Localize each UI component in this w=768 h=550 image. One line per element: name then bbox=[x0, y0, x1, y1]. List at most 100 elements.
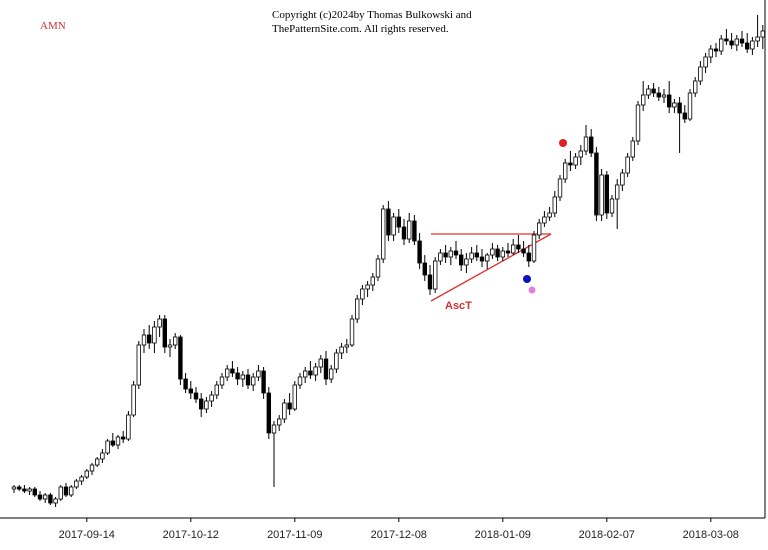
candle-body bbox=[630, 140, 635, 158]
candle-body bbox=[11, 486, 17, 490]
candle-body bbox=[568, 162, 573, 166]
x-tick-label: 2017-09-14 bbox=[59, 529, 115, 541]
candle-body bbox=[417, 240, 422, 264]
candle-body bbox=[432, 260, 438, 290]
candle-body bbox=[474, 252, 479, 258]
candle-body bbox=[604, 174, 609, 214]
candle-body bbox=[183, 378, 188, 390]
candle-body bbox=[302, 370, 308, 378]
candle-body bbox=[531, 234, 537, 262]
candle-body bbox=[100, 452, 105, 460]
copyright: ThePatternSite.com. All rights reserved. bbox=[272, 23, 449, 35]
candle-body bbox=[152, 326, 157, 344]
candle-body bbox=[157, 318, 162, 328]
candle-body bbox=[126, 414, 131, 440]
candle-body bbox=[422, 262, 427, 276]
candle-body bbox=[641, 94, 646, 106]
candle-body bbox=[708, 48, 713, 58]
candle-body bbox=[458, 254, 464, 266]
candle-body bbox=[406, 220, 412, 240]
candle-body bbox=[172, 336, 178, 346]
candle-body bbox=[443, 252, 448, 258]
candle-body bbox=[500, 250, 505, 258]
candle-body bbox=[37, 494, 43, 500]
chart-title: AMN bbox=[40, 20, 66, 32]
candle-body bbox=[328, 368, 334, 380]
candle-body bbox=[453, 250, 459, 256]
candle-body bbox=[224, 368, 230, 378]
candle-body bbox=[682, 112, 687, 120]
candle-body bbox=[667, 94, 672, 108]
candle-body bbox=[651, 88, 656, 94]
candle-body bbox=[74, 480, 79, 488]
candle-body bbox=[599, 174, 604, 216]
candle-body bbox=[89, 464, 95, 472]
candle-body bbox=[490, 248, 495, 256]
candle-body bbox=[412, 220, 417, 242]
candle-body bbox=[573, 156, 578, 166]
candle-body bbox=[391, 216, 396, 236]
marker-dot bbox=[559, 139, 567, 147]
candle-body bbox=[287, 402, 292, 410]
candle-body bbox=[547, 212, 552, 218]
candle-body bbox=[266, 392, 271, 434]
candle-body bbox=[745, 42, 750, 50]
candle-body bbox=[469, 252, 474, 260]
candle-body bbox=[256, 370, 261, 378]
candle-body bbox=[734, 38, 739, 46]
candle-body bbox=[354, 298, 360, 320]
copyright: Copyright (c)2024by Thomas Bulkowski and bbox=[272, 9, 472, 21]
candle-body bbox=[178, 336, 183, 380]
candle-body bbox=[552, 196, 557, 214]
candle-body bbox=[672, 102, 677, 108]
candle-body bbox=[589, 136, 594, 154]
candle-body bbox=[526, 252, 531, 262]
candle-body bbox=[121, 436, 126, 440]
candle-body bbox=[48, 494, 53, 504]
candle-body bbox=[16, 486, 22, 490]
candle-body bbox=[380, 208, 386, 260]
candle-body bbox=[308, 370, 313, 376]
candle-body bbox=[401, 226, 407, 240]
candle-body bbox=[69, 486, 74, 496]
candle-body bbox=[344, 344, 349, 348]
candle-body bbox=[386, 208, 391, 236]
candle-body bbox=[375, 258, 381, 278]
candle-body bbox=[625, 156, 630, 174]
candle-body bbox=[505, 250, 511, 254]
candle-body bbox=[755, 36, 760, 42]
candle-body bbox=[27, 488, 32, 492]
x-tick-label: 2018-03-08 bbox=[683, 529, 739, 541]
candle-body bbox=[188, 388, 193, 394]
candle-body bbox=[219, 376, 225, 386]
marker-dot bbox=[523, 275, 531, 283]
candle-body bbox=[146, 334, 152, 344]
candle-body bbox=[510, 244, 516, 254]
candle-body bbox=[240, 374, 245, 380]
candle-body bbox=[729, 40, 734, 46]
triangle-bottom bbox=[430, 233, 552, 302]
candle-body bbox=[349, 318, 355, 346]
candle-body bbox=[537, 222, 542, 236]
candle-body bbox=[693, 80, 698, 94]
candle-body bbox=[495, 248, 500, 258]
candle-body bbox=[271, 424, 277, 434]
candle-body bbox=[677, 102, 682, 114]
candle-body bbox=[261, 370, 266, 394]
candle-body bbox=[43, 494, 48, 500]
candle-body bbox=[750, 40, 755, 50]
candle-body bbox=[578, 150, 583, 158]
candle-body bbox=[656, 92, 661, 98]
candle-body bbox=[438, 252, 443, 262]
candle-body bbox=[557, 178, 563, 198]
candle-body bbox=[323, 358, 329, 380]
candle-body bbox=[739, 38, 745, 44]
candle-body bbox=[22, 488, 27, 492]
candle-body bbox=[276, 418, 282, 426]
candle-body bbox=[235, 372, 240, 380]
candle-body bbox=[646, 88, 651, 96]
candle-body bbox=[615, 184, 620, 200]
candle-body bbox=[719, 38, 724, 52]
candle-body bbox=[245, 374, 251, 386]
